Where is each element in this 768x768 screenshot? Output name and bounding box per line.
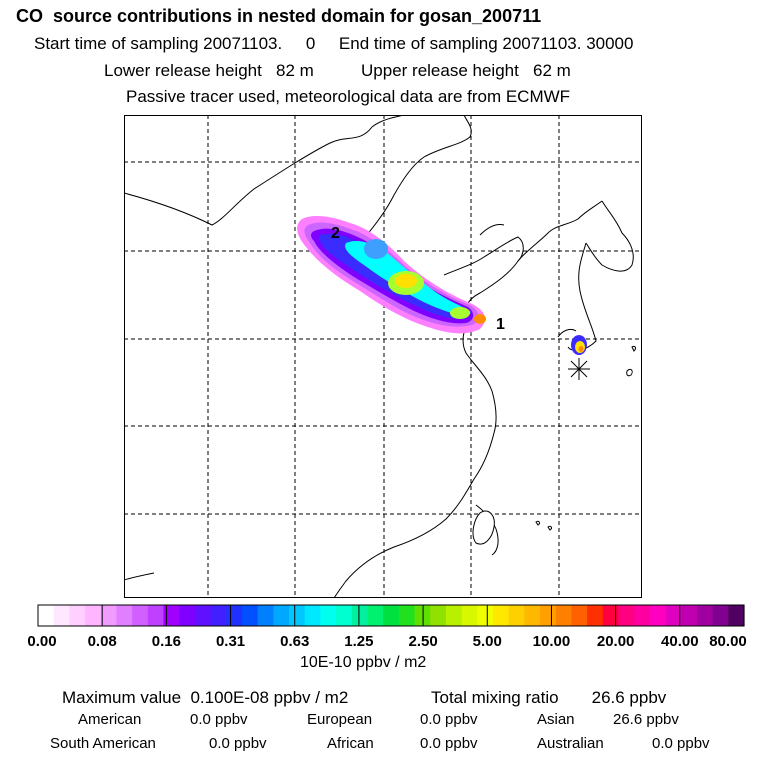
colorbar-tick-label: 1.25 xyxy=(344,633,373,650)
colorbar-cell xyxy=(461,605,478,626)
south-american-value: 0.0 ppbv xyxy=(209,735,267,752)
colorbar-tick-label: 0.16 xyxy=(152,633,181,650)
australian-label: Australian xyxy=(537,735,604,752)
colorbar-cell xyxy=(398,605,416,626)
colorbar-cell xyxy=(367,605,384,626)
colorbar-tick-label: 10.00 xyxy=(533,633,571,650)
colorbar: 0.00 0.08 0.16 0.31 0.63 1.25 2.50 5.00 10.00 20.… xyxy=(27,604,747,650)
colorbar-cell xyxy=(147,605,165,626)
plume-band-7 xyxy=(395,274,417,288)
colorbar-cells xyxy=(38,605,745,626)
plume-gosan-core xyxy=(578,346,584,352)
colorbar-tick-label: 0.00 xyxy=(27,633,56,650)
colorbar-cell xyxy=(477,605,494,626)
colorbar-cell xyxy=(163,605,180,626)
colorbar-cell xyxy=(38,605,55,626)
colorbar-cell xyxy=(712,605,729,626)
total-mixing-text: Total mixing ratio 26.6 ppbv xyxy=(431,688,667,707)
colorbar-cell xyxy=(540,605,557,626)
colorbar-cell xyxy=(116,605,133,626)
colorbar-cell xyxy=(430,605,447,626)
plume-band-8 xyxy=(450,307,470,319)
colorbar-cell xyxy=(273,605,290,626)
colorbar-cell xyxy=(571,605,588,626)
release-height-line: Lower release height 82 m Upper release … xyxy=(104,61,571,80)
plume-band-5 xyxy=(364,239,388,259)
colorbar-cell xyxy=(492,605,510,626)
african-label: African xyxy=(327,735,374,752)
american-value: 0.0 ppbv xyxy=(190,711,248,728)
colorbar-tick-label: 20.00 xyxy=(597,633,635,650)
colorbar-cell xyxy=(555,605,573,626)
colorbar-tick-label: 5.00 xyxy=(473,633,502,650)
colorbar-cell xyxy=(665,605,682,626)
colorbar-cell xyxy=(132,605,149,626)
colorbar-cell xyxy=(320,605,337,626)
colorbar-cell xyxy=(634,605,651,626)
colorbar-cell xyxy=(383,605,400,626)
asterisk-marker xyxy=(568,358,590,380)
south-american-label: South American xyxy=(50,735,156,752)
colorbar-cell xyxy=(508,605,525,626)
colorbar-cell xyxy=(226,605,243,626)
colorbar-cell xyxy=(289,605,306,626)
colorbar-cell xyxy=(602,605,620,626)
colorbar-unit: 10E-10 ppbv / m2 xyxy=(300,654,427,671)
american-label: American xyxy=(78,711,142,728)
colorbar-cell xyxy=(69,605,86,626)
colorbar-cell xyxy=(53,605,70,626)
plume-band-9 xyxy=(474,314,486,324)
colorbar-cell xyxy=(649,605,667,626)
colorbar-tick-labels: 0.00 0.08 0.16 0.31 0.63 1.25 2.50 5.00 10.00 20.… xyxy=(27,633,746,650)
colorbar-cell xyxy=(681,605,698,626)
map-label-2: 2 xyxy=(331,225,340,242)
colorbar-cell xyxy=(696,605,714,626)
asian-value: 26.6 ppbv xyxy=(613,711,679,728)
map-panel: 1 2 xyxy=(124,115,642,599)
colorbar-cell xyxy=(257,605,274,626)
australian-value: 0.0 ppbv xyxy=(652,735,710,752)
tracer-info-line: Passive tracer used, meteorological data… xyxy=(126,87,571,106)
colorbar-tick-label: 40.00 xyxy=(661,633,699,650)
colorbar-tick-marks xyxy=(37,605,745,626)
colorbar-cell xyxy=(618,605,635,626)
max-value-text: Maximum value 0.100E-08 ppbv / m2 xyxy=(62,688,349,707)
colorbar-cell xyxy=(524,605,541,626)
colorbar-tick-label: 0.31 xyxy=(216,633,245,650)
map-frame xyxy=(124,115,642,598)
colorbar-cell xyxy=(728,605,745,626)
european-label: European xyxy=(307,711,373,728)
asian-label: Asian xyxy=(537,711,575,728)
plume-field xyxy=(297,216,587,355)
map-label-1: 1 xyxy=(496,316,505,333)
colorbar-cell xyxy=(304,605,321,626)
colorbar-cell xyxy=(445,605,463,626)
sampling-time-line: Start time of sampling 20071103. 0 End t… xyxy=(34,34,634,53)
colorbar-cell xyxy=(210,605,227,626)
colorbar-tick-label: 0.08 xyxy=(88,633,117,650)
colorbar-tick-label: 80.00 xyxy=(709,633,747,650)
african-value: 0.0 ppbv xyxy=(420,735,478,752)
colorbar-cell xyxy=(351,605,369,626)
european-value: 0.0 ppbv xyxy=(420,711,478,728)
colorbar-tick-label: 0.63 xyxy=(280,633,309,650)
colorbar-cell xyxy=(85,605,102,626)
plot-title: CO source contributions in nested domain… xyxy=(16,6,542,26)
colorbar-cell xyxy=(336,605,353,626)
colorbar-cell xyxy=(179,605,196,626)
colorbar-tick-label: 2.50 xyxy=(408,633,437,650)
colorbar-cell xyxy=(241,605,259,626)
colorbar-cell xyxy=(194,605,212,626)
colorbar-cell xyxy=(100,605,118,626)
taiwan-island xyxy=(472,510,495,545)
colorbar-cell xyxy=(587,605,604,626)
